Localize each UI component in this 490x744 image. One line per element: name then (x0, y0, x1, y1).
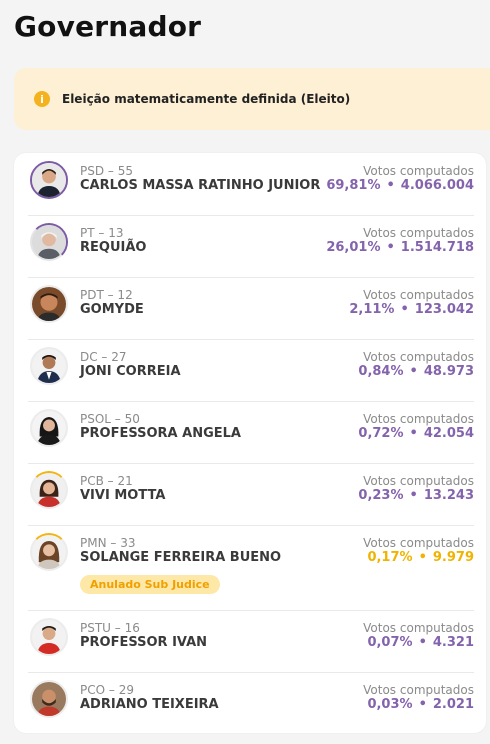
separator-dot: • (418, 550, 427, 565)
vote-percent: 0,23% (358, 488, 404, 503)
vote-count: 1.514.718 (400, 240, 474, 255)
election-status-alert: i Eleição matematicamente definida (Elei… (14, 68, 490, 130)
candidate-name: SOLANGE FERREIRA BUENO (80, 550, 282, 565)
candidate-row[interactable]: PSTU – 16 PROFESSOR IVAN Votos computado… (28, 610, 474, 673)
separator-dot: • (409, 426, 418, 441)
candidate-name: VIVI MOTTA (80, 488, 166, 503)
candidate-avatar (30, 161, 68, 199)
separator-dot: • (418, 697, 427, 712)
candidate-party: PSOL – 50 (80, 412, 140, 426)
candidate-avatar (30, 618, 68, 656)
candidate-name: ADRIANO TEIXEIRA (80, 697, 219, 712)
votes-value: 0,17% • 9.979 (367, 550, 474, 565)
candidate-name: CARLOS MASSA RATINHO JUNIOR (80, 178, 321, 193)
votes-label: Votos computados (363, 226, 474, 240)
vote-count: 9.979 (432, 550, 474, 565)
separator-dot: • (386, 240, 395, 255)
candidate-avatar (30, 223, 68, 261)
separator-dot: • (418, 635, 427, 650)
candidate-party: PCB – 21 (80, 474, 133, 488)
vote-percent: 26,01% (326, 240, 381, 255)
votes-label: Votos computados (363, 350, 474, 364)
candidate-row[interactable]: PSD – 55 CARLOS MASSA RATINHO JUNIOR Vot… (28, 153, 474, 216)
votes-label: Votos computados (363, 288, 474, 302)
candidate-row[interactable]: DC – 27 JONI CORREIA Votos computados 0,… (28, 339, 474, 402)
candidate-party: PSD – 55 (80, 164, 133, 178)
vote-percent: 0,03% (367, 697, 413, 712)
candidate-party: PMN – 33 (80, 536, 136, 550)
candidate-party: PCO – 29 (80, 683, 134, 697)
candidate-avatar (30, 533, 68, 571)
candidate-row[interactable]: PSOL – 50 PROFESSORA ANGELA Votos comput… (28, 401, 474, 464)
candidate-row[interactable]: PCB – 21 VIVI MOTTA Votos computados 0,2… (28, 463, 474, 526)
votes-label: Votos computados (363, 621, 474, 635)
candidate-party: PSTU – 16 (80, 621, 140, 635)
candidate-party: PT – 13 (80, 226, 124, 240)
candidate-party: PDT – 12 (80, 288, 133, 302)
votes-label: Votos computados (363, 683, 474, 697)
votes-value: 2,11% • 123.042 (349, 302, 474, 317)
candidate-name: REQUIÃO (80, 240, 147, 255)
vote-percent: 0,72% (358, 426, 404, 441)
candidate-name: GOMYDE (80, 302, 144, 317)
candidate-row[interactable]: PDT – 12 GOMYDE Votos computados 2,11% • 1… (28, 277, 474, 340)
info-icon: i (34, 91, 50, 107)
candidate-avatar (30, 680, 68, 718)
candidate-avatar (30, 471, 68, 509)
votes-value: 0,23% • 13.243 (358, 488, 474, 503)
candidate-row[interactable]: PT – 13 REQUIÃO Votos computados 26,01% •… (28, 215, 474, 278)
vote-count: 42.054 (423, 426, 474, 441)
vote-count: 13.243 (423, 488, 474, 503)
vote-percent: 0,84% (358, 364, 404, 379)
candidate-avatar (30, 409, 68, 447)
candidate-party: DC – 27 (80, 350, 127, 364)
separator-dot: • (400, 302, 409, 317)
vote-percent: 0,07% (367, 635, 413, 650)
vote-count: 4.066.004 (400, 178, 474, 193)
candidate-row[interactable]: PCO – 29 ADRIANO TEIXEIRA Votos computad… (28, 672, 474, 733)
votes-label: Votos computados (363, 536, 474, 550)
votes-value: 69,81% • 4.066.004 (326, 178, 474, 193)
candidate-avatar (30, 347, 68, 385)
vote-percent: 0,17% (367, 550, 413, 565)
vote-percent: 2,11% (349, 302, 395, 317)
vote-count: 48.973 (423, 364, 474, 379)
candidate-name: PROFESSOR IVAN (80, 635, 208, 650)
votes-label: Votos computados (363, 164, 474, 178)
candidate-avatar (30, 285, 68, 323)
separator-dot: • (386, 178, 395, 193)
candidate-name: JONI CORREIA (80, 364, 181, 379)
votes-value: 26,01% • 1.514.718 (326, 240, 474, 255)
page-title: Governador (14, 10, 202, 43)
candidate-row[interactable]: PMN – 33 SOLANGE FERREIRA BUENO Anulado … (28, 525, 474, 611)
vote-count: 4.321 (432, 635, 474, 650)
candidate-name: PROFESSORA ANGELA (80, 426, 241, 441)
votes-value: 0,84% • 48.973 (358, 364, 474, 379)
votes-label: Votos computados (363, 412, 474, 426)
alert-text: Eleição matematicamente definida (Eleito… (62, 92, 351, 106)
separator-dot: • (409, 364, 418, 379)
votes-label: Votos computados (363, 474, 474, 488)
separator-dot: • (409, 488, 418, 503)
vote-percent: 69,81% (326, 178, 381, 193)
votes-value: 0,03% • 2.021 (367, 697, 474, 712)
vote-count: 123.042 (414, 302, 474, 317)
votes-value: 0,07% • 4.321 (367, 635, 474, 650)
candidates-card: PSD – 55 CARLOS MASSA RATINHO JUNIOR Vot… (14, 153, 486, 733)
vote-count: 2.021 (432, 697, 474, 712)
sub-judice-badge: Anulado Sub Judice (80, 575, 220, 594)
votes-value: 0,72% • 42.054 (358, 426, 474, 441)
